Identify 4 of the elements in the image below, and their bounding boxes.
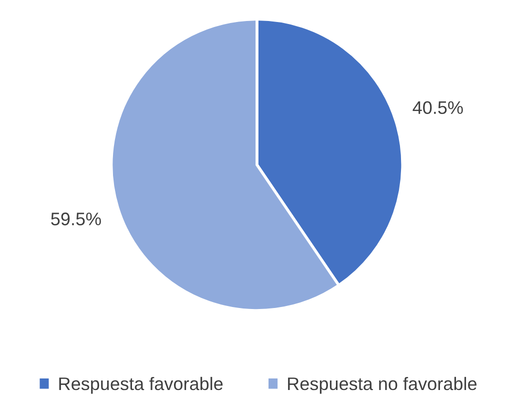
legend-label: Respuesta no favorable <box>288 376 476 394</box>
legend-label: Respuesta favorable <box>59 376 223 394</box>
data-label: 40.5% <box>412 101 463 114</box>
data-label: 59.5% <box>51 212 101 226</box>
